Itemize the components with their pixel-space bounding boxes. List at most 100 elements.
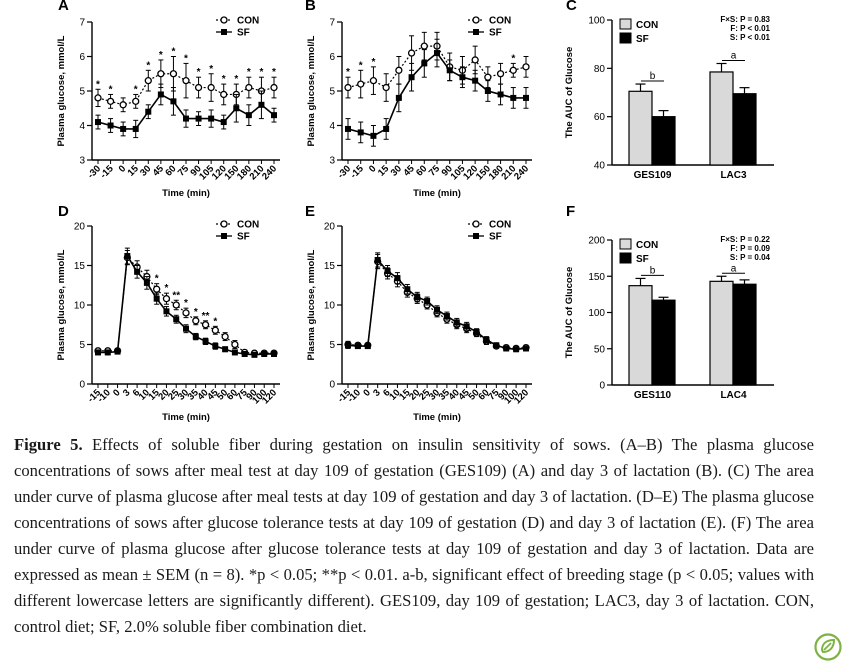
y-tick-label: 6 (329, 52, 335, 63)
x-tick-label: -10 (95, 387, 112, 404)
point-con (245, 83, 253, 92)
panel-letter: E (305, 203, 315, 220)
point-con (119, 101, 127, 109)
point-sf (408, 74, 415, 81)
bar-con (709, 280, 734, 386)
stats-text: S: P = 0.04 (730, 253, 771, 262)
significance-mark: * (209, 64, 213, 75)
point-con (182, 77, 190, 85)
point-sf (424, 298, 431, 305)
legend-label: CON (636, 240, 658, 251)
legend-marker (220, 16, 228, 24)
bar-con (628, 285, 653, 386)
point-con (221, 332, 229, 341)
point-con (484, 73, 492, 81)
legend-marker (473, 29, 479, 35)
group-letter: a (731, 51, 737, 62)
legend-label: SF (636, 254, 649, 265)
stats-text: F: P < 0.01 (730, 24, 770, 33)
category-label: GES110 (634, 390, 672, 401)
y-tick-label: 4 (79, 121, 85, 132)
group-letter: a (731, 263, 737, 274)
y-tick-label: 0 (329, 380, 335, 391)
point-sf (261, 350, 268, 357)
y-tick-label: 40 (594, 161, 606, 172)
point-sf (421, 60, 428, 67)
y-tick-label: 20 (74, 222, 86, 233)
point-sf (459, 74, 466, 81)
point-sf (497, 91, 504, 98)
significance-mark: * (197, 67, 201, 78)
x-tick-label: 6 (131, 387, 143, 399)
group-letter: b (650, 71, 656, 82)
significance-mark: * (194, 307, 198, 318)
stats-text: S: P < 0.01 (730, 33, 771, 42)
point-sf (95, 349, 101, 356)
x-tick-label: 240 (512, 163, 531, 182)
y-tick-label: 15 (74, 261, 86, 272)
y-tick-label: 80 (594, 64, 606, 75)
point-sf (483, 336, 490, 343)
x-tick-label: -15 (98, 163, 116, 181)
point-sf (145, 108, 152, 115)
point-sf (493, 342, 500, 349)
legend-marker (220, 220, 228, 228)
significance-mark: * (146, 60, 150, 71)
point-sf (195, 115, 202, 122)
point-con (369, 77, 378, 85)
point-sf (104, 349, 111, 356)
y-tick-label: 7 (79, 18, 85, 29)
point-con (192, 317, 200, 325)
y-tick-label: 0 (599, 381, 605, 392)
point-con (157, 70, 165, 78)
point-sf (251, 351, 258, 358)
point-sf (484, 88, 491, 94)
point-sf (132, 125, 139, 132)
y-tick-label: 20 (324, 222, 336, 233)
point-con (94, 94, 102, 102)
check-leaf-icon (814, 633, 842, 661)
point-sf (202, 338, 209, 345)
legend-label: SF (237, 232, 250, 243)
x-axis-label: Time (min) (162, 412, 210, 423)
panel-letter: A (58, 0, 69, 14)
x-tick-label: 3 (121, 387, 133, 399)
point-sf (95, 119, 101, 126)
point-con (172, 301, 180, 309)
point-sf (453, 319, 460, 326)
point-sf (143, 279, 150, 286)
significance-mark: ** (172, 290, 180, 301)
panel-letter: C (566, 0, 577, 14)
x-tick-label: 240 (260, 163, 279, 182)
significance-mark: * (272, 67, 276, 78)
panel-letter: D (58, 203, 69, 220)
legend-swatch (619, 238, 632, 250)
point-sf (233, 105, 240, 112)
y-axis-label: Plasma glucose, mmol/L (56, 249, 67, 360)
legend-marker (472, 16, 480, 24)
point-sf (173, 316, 180, 323)
point-con (169, 70, 178, 78)
point-sf (157, 91, 164, 98)
point-sf (120, 125, 127, 132)
point-con (220, 90, 228, 99)
point-sf (513, 346, 520, 353)
legend-marker (472, 220, 480, 228)
point-sf (523, 94, 529, 101)
point-con (211, 326, 219, 334)
point-sf (345, 342, 351, 349)
significance-mark: * (247, 67, 251, 78)
point-sf (183, 115, 189, 122)
point-con (194, 83, 203, 92)
point-sf (384, 268, 391, 275)
x-tick-label: 0 (117, 163, 129, 175)
point-sf (241, 350, 248, 357)
point-con (162, 295, 171, 303)
point-sf (370, 132, 377, 139)
point-sf (404, 286, 411, 293)
y-tick-label: 3 (79, 156, 85, 167)
point-con (201, 321, 210, 329)
y-tick-label: 3 (329, 156, 335, 167)
bar-con (709, 71, 734, 166)
